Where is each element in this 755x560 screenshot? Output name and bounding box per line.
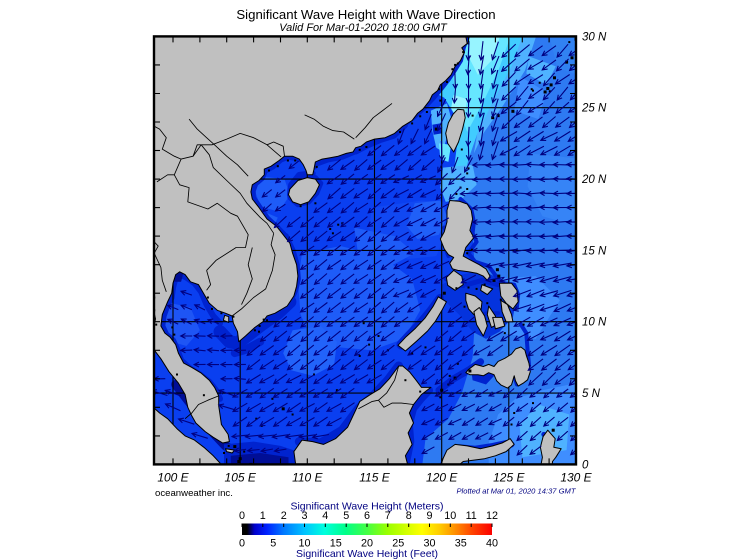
svg-text:5 N: 5 N [582,388,601,400]
svg-text:8: 8 [406,510,412,522]
svg-text:7: 7 [385,510,391,522]
svg-text:30 N: 30 N [582,31,607,43]
svg-text:Valid For Mar-01-2020 18:00 GM: Valid For Mar-01-2020 18:00 GMT [279,22,448,34]
svg-text:125 E: 125 E [493,471,525,485]
svg-text:0: 0 [239,510,245,522]
svg-text:11: 11 [466,510,477,522]
svg-text:25: 25 [392,538,404,550]
svg-text:Plotted at Mar 01, 2020 14:37: Plotted at Mar 01, 2020 14:37 GMT [456,487,576,496]
svg-text:20: 20 [361,538,373,550]
svg-text:110 E: 110 E [292,471,323,485]
svg-text:0: 0 [239,538,245,550]
svg-text:30: 30 [423,538,435,550]
svg-text:5: 5 [270,538,276,550]
svg-text:115 E: 115 E [359,471,390,485]
svg-text:9: 9 [426,510,432,522]
svg-text:20 N: 20 N [581,174,607,186]
svg-text:Significant Wave Height (Meter: Significant Wave Height (Meters) [290,501,443,513]
svg-text:15: 15 [330,538,342,550]
svg-text:40: 40 [486,538,498,550]
svg-text:Significant Wave Height with W: Significant Wave Height with Wave Direct… [236,7,495,22]
svg-text:10: 10 [444,510,456,522]
svg-text:130 E: 130 E [560,471,592,485]
svg-text:3: 3 [301,510,307,522]
svg-text:2: 2 [281,510,287,522]
svg-text:12: 12 [486,510,498,522]
svg-text:100 E: 100 E [157,471,189,485]
svg-text:25 N: 25 N [581,103,607,115]
svg-text:10 N: 10 N [582,317,607,329]
svg-text:5: 5 [343,510,349,522]
svg-text:6: 6 [364,510,370,522]
svg-text:105 E: 105 E [225,471,257,485]
svg-text:4: 4 [322,510,328,522]
svg-text:Significant Wave Height (Feet): Significant Wave Height (Feet) [296,548,438,560]
svg-text:10: 10 [298,538,310,550]
svg-text:1: 1 [260,510,266,522]
svg-text:0: 0 [582,459,589,471]
svg-text:120 E: 120 E [426,471,458,485]
svg-text:35: 35 [455,538,467,550]
svg-text:oceanweather inc.: oceanweather inc. [155,488,233,499]
svg-text:15 N: 15 N [582,245,607,257]
